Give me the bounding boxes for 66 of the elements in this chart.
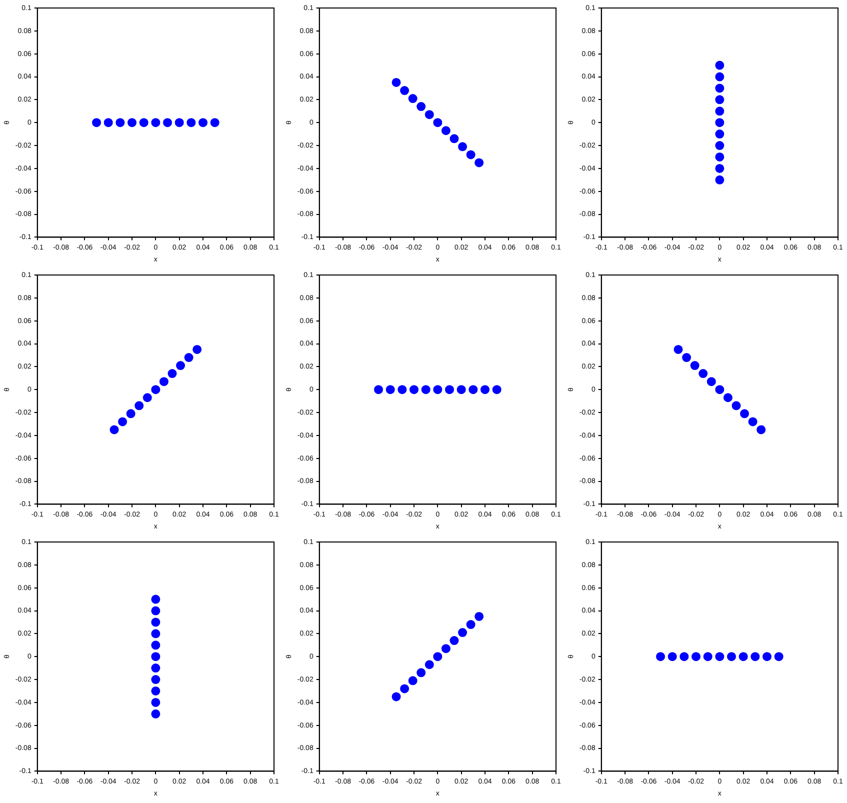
point — [159, 377, 168, 386]
point — [151, 594, 160, 604]
point — [400, 86, 410, 96]
point — [110, 425, 119, 434]
point — [416, 668, 426, 678]
point — [723, 393, 732, 402]
point — [408, 94, 418, 104]
point — [715, 141, 724, 150]
point — [458, 628, 468, 638]
point — [715, 175, 724, 184]
point — [740, 409, 750, 418]
point — [450, 134, 459, 144]
point — [715, 152, 724, 162]
point — [715, 72, 724, 82]
point — [184, 353, 194, 362]
point — [433, 118, 442, 128]
point — [715, 95, 724, 104]
point — [466, 150, 476, 160]
point — [151, 709, 160, 718]
point — [715, 118, 724, 128]
point — [433, 652, 442, 662]
point — [715, 84, 724, 93]
point — [674, 344, 683, 354]
point — [450, 636, 459, 646]
point — [458, 142, 468, 152]
point — [392, 692, 401, 702]
point — [756, 425, 766, 434]
point — [424, 660, 434, 670]
point — [416, 102, 426, 112]
point — [715, 60, 724, 70]
point — [151, 686, 160, 696]
point — [151, 640, 160, 650]
point — [715, 106, 724, 116]
point — [151, 675, 160, 684]
point — [715, 385, 724, 394]
point — [748, 417, 758, 426]
point — [698, 369, 708, 378]
point — [151, 618, 160, 627]
point — [408, 676, 418, 686]
point — [466, 620, 476, 630]
point — [732, 401, 741, 410]
point — [682, 353, 692, 362]
point — [126, 409, 136, 418]
point — [151, 629, 160, 638]
point — [168, 369, 177, 378]
point — [151, 698, 160, 707]
point — [118, 417, 128, 426]
point — [142, 393, 152, 402]
point — [151, 664, 160, 673]
point — [715, 164, 724, 173]
point — [151, 606, 160, 616]
point — [192, 344, 202, 354]
point — [441, 644, 450, 654]
point — [424, 110, 434, 120]
point — [441, 126, 450, 136]
point — [474, 612, 484, 621]
point — [392, 78, 401, 87]
point — [151, 652, 160, 662]
point — [715, 130, 724, 139]
point — [134, 401, 144, 410]
point — [690, 361, 700, 370]
point — [151, 385, 160, 394]
point — [176, 361, 186, 370]
point — [400, 684, 410, 694]
point — [474, 158, 484, 168]
point — [706, 377, 716, 386]
